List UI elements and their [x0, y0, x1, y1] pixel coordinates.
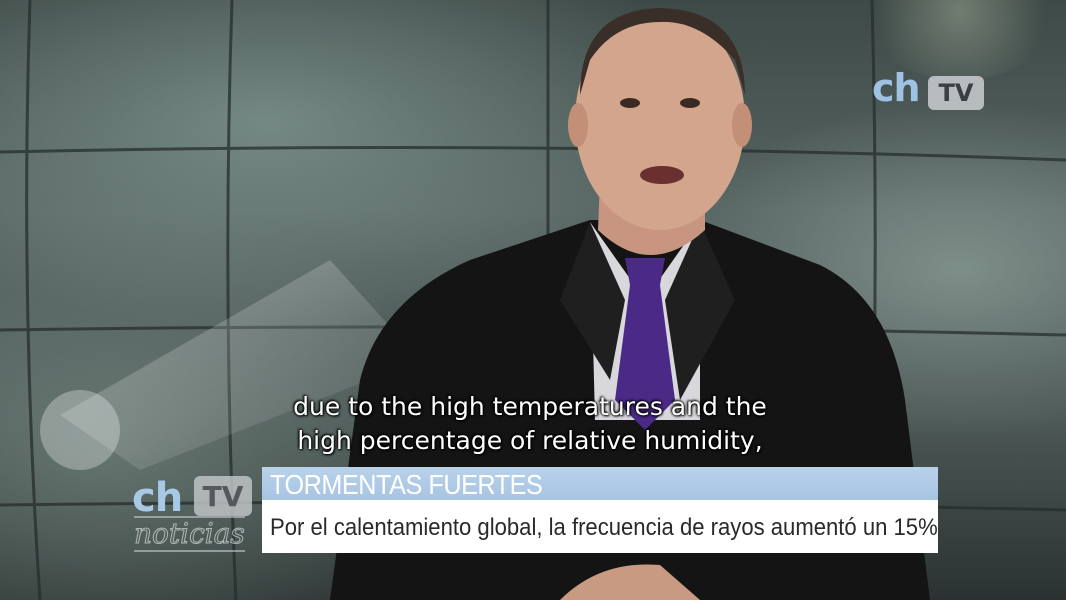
news-logo-ch: ch [132, 475, 183, 521]
channel-watermark-logo: ch TV [872, 66, 984, 112]
lower-third-headline: TORMENTAS FUERTES [270, 469, 543, 500]
chtv-noticias-logo: ch TV noticias [130, 466, 260, 558]
subtitle-line-1: due to the high temperatures and the [293, 392, 767, 421]
lower-third-caption-bar: Por el calentamiento global, la frecuenc… [262, 502, 938, 553]
news-logo-noticias: noticias [134, 516, 245, 552]
lower-third-banner: TORMENTAS FUERTES Por el calentamiento g… [262, 467, 938, 553]
lower-third-caption: Por el calentamiento global, la frecuenc… [270, 514, 938, 541]
lower-third-headline-bar: TORMENTAS FUERTES [262, 467, 938, 502]
watermark-ch-text: ch [872, 66, 921, 110]
watermark-tv-badge: TV [928, 76, 984, 110]
closed-caption-subtitle: due to the high temperatures and the hig… [180, 390, 880, 458]
subtitle-line-2: high percentage of relative humidity, [297, 426, 763, 455]
news-logo-tv-badge: TV [194, 476, 252, 516]
